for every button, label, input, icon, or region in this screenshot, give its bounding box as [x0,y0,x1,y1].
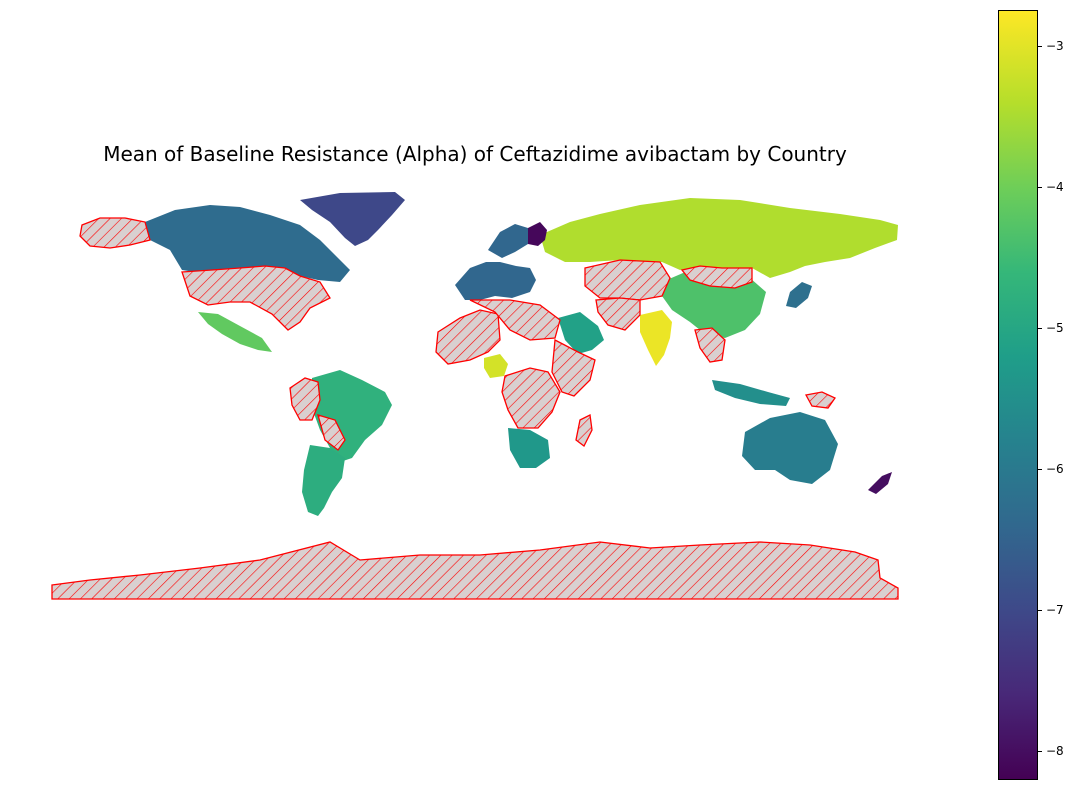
region-canada [145,205,350,282]
colorbar-tick-label: −4 [1046,180,1064,195]
colorbar-tick [1037,468,1042,470]
region-india [640,310,672,366]
colorbar-tick-label: −5 [1046,321,1064,336]
region-greenland [300,192,405,246]
missing-central-africa [501,367,561,429]
missing-west-africa [435,309,501,365]
missing-madagascar [575,414,593,447]
region-argentina [302,445,345,516]
region-scandinavia [488,224,528,258]
missing-east-africa [551,338,596,397]
colorbar-tick-label: −6 [1046,461,1064,476]
region-south-africa [508,428,550,468]
missing-bolivia-paraguay [317,414,346,451]
region-japan [786,282,812,308]
missing-central-asia [584,259,671,301]
missing-mongolia [680,265,753,289]
missing-pakistan-afghanistan [595,297,641,331]
map-title: Mean of Baseline Resistance (Alpha) of C… [103,142,847,166]
colorbar: −3 −4 −5 −6 −7 −8 [998,10,1064,780]
region-australia [742,412,838,484]
colorbar-tick-label: −7 [1046,602,1064,617]
missing-png [805,391,836,409]
region-indonesia [712,380,790,406]
colorbar-tick-label: −8 [1046,743,1064,758]
colorbar-tick [1037,609,1042,611]
missing-alaska [79,217,151,249]
colorbar-tick [1037,187,1042,189]
colored-regions [145,192,898,516]
region-china [662,270,766,338]
colorbar-gradient [998,10,1038,780]
region-finland [528,222,547,246]
colorbar-tick [1037,750,1042,752]
missing-united-states [181,265,331,331]
region-western-europe [455,262,536,300]
missing-antarctica [51,541,899,600]
missing-regions [51,217,899,600]
colorbar-tick-label: −3 [1046,39,1064,54]
missing-north-africa [469,299,561,341]
region-new-zealand [868,472,892,494]
world-map [51,192,899,600]
missing-southeast-asia [694,327,726,363]
region-mexico [198,312,272,352]
colorbar-tick [1037,328,1042,330]
colorbar-tick [1037,46,1042,48]
region-nigeria [484,354,508,378]
region-russia [540,198,898,278]
missing-colombia-peru [289,377,321,421]
region-saudi [558,312,604,354]
